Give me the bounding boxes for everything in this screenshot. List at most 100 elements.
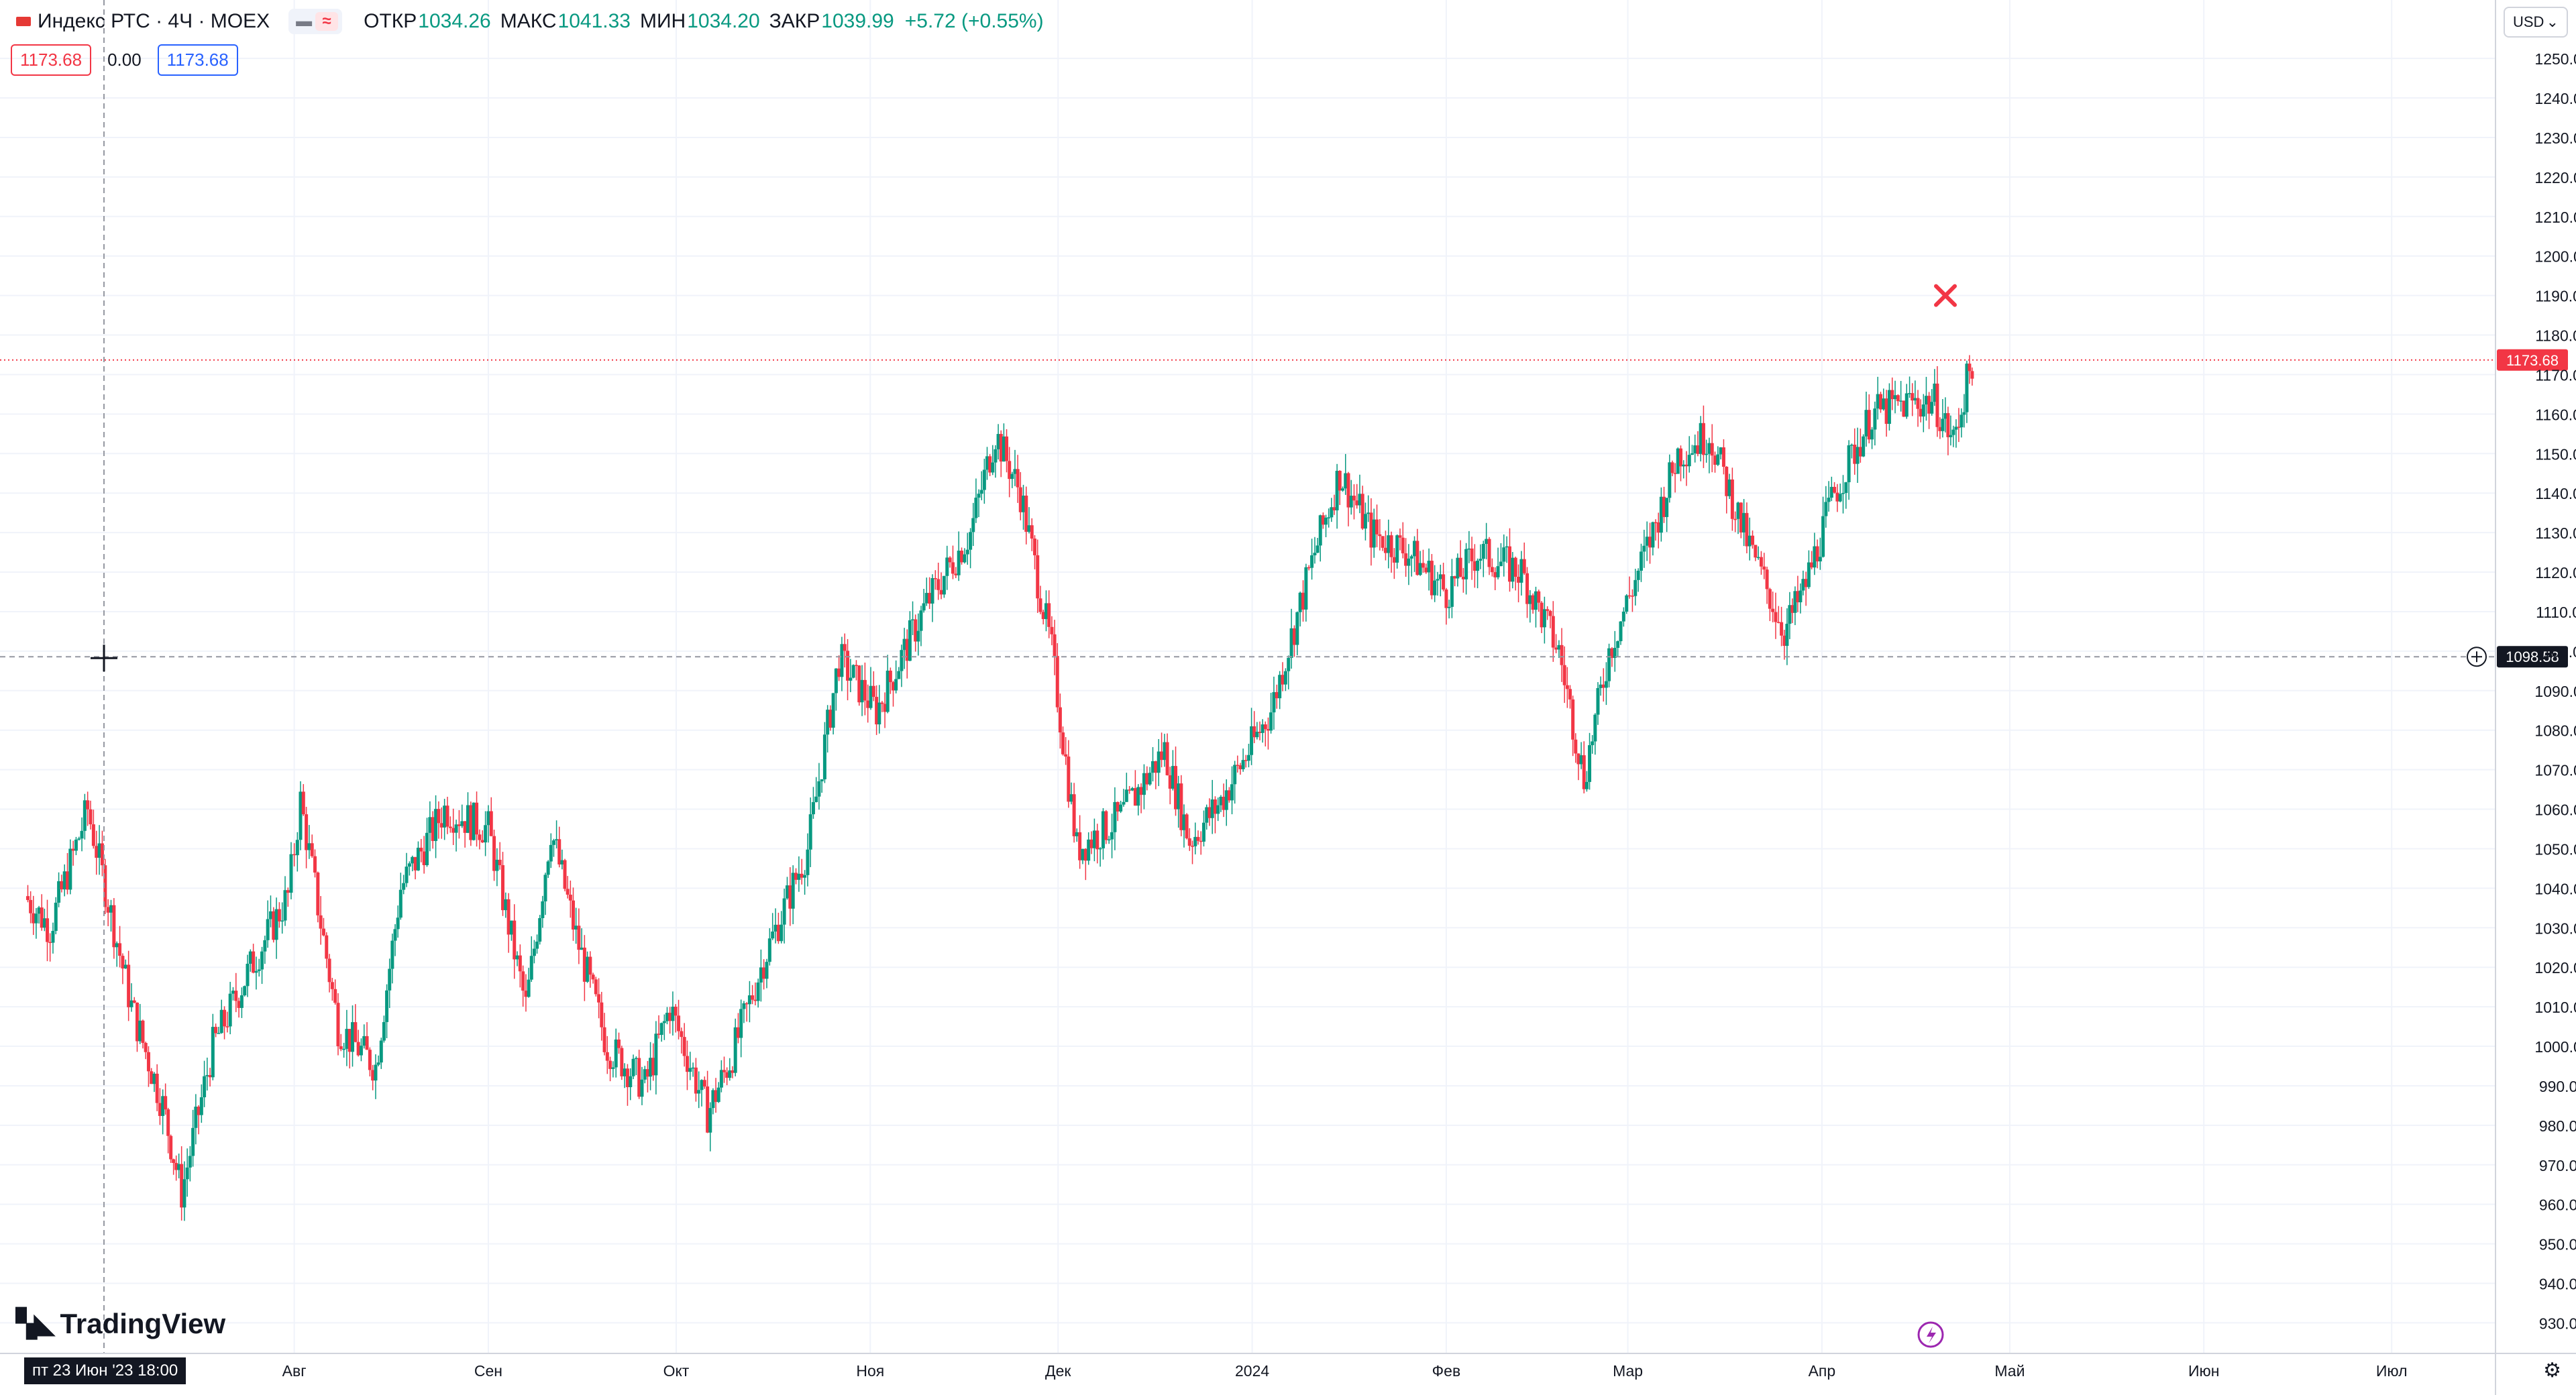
candle-body — [1673, 473, 1677, 474]
candle-body — [1098, 848, 1102, 850]
candle-body — [651, 1058, 655, 1076]
candle-body — [1101, 811, 1105, 848]
candle-body — [668, 1013, 672, 1021]
candle-body — [1053, 634, 1057, 657]
candle-body — [1946, 412, 1950, 437]
candle-body — [1537, 591, 1541, 603]
candle-body — [141, 1020, 145, 1044]
candle-body — [1662, 496, 1666, 517]
candle-body — [351, 1022, 355, 1052]
candle-body — [203, 1076, 207, 1098]
candle-body — [518, 955, 522, 972]
candle-body — [680, 1031, 684, 1038]
candle-body — [1330, 507, 1334, 518]
candle-body — [1511, 557, 1515, 582]
candle-body — [1295, 612, 1299, 645]
candle-body — [794, 873, 798, 880]
candle-body — [266, 919, 270, 940]
candle-body — [146, 1052, 150, 1072]
candle-body — [1754, 545, 1758, 558]
legend-toggle-group[interactable]: ▬ ≈ — [288, 9, 343, 34]
candle-body — [316, 873, 320, 915]
candle-body — [228, 993, 232, 1027]
tradingview-logo[interactable]: ▚◣ TradingView — [16, 1308, 225, 1340]
compare-icon[interactable]: ≈ — [315, 12, 339, 31]
candle-body — [1222, 796, 1226, 810]
currency-select[interactable]: USD ⌄ — [2504, 7, 2568, 38]
candle-body — [751, 995, 755, 1000]
candle-body — [849, 677, 853, 681]
candle-body — [211, 1027, 215, 1078]
candle-body — [1588, 745, 1592, 782]
candle-body — [771, 931, 775, 939]
candle-body — [492, 836, 496, 871]
candle-body — [310, 843, 314, 856]
candle-body — [95, 846, 99, 858]
candle-body — [1534, 591, 1538, 610]
candle-body — [806, 849, 810, 875]
candle-body — [1633, 579, 1638, 596]
candle-body — [1349, 496, 1353, 508]
candle-body — [996, 434, 1000, 449]
candle-body — [808, 814, 812, 850]
candle-body — [174, 1163, 178, 1170]
candle-body — [1616, 641, 1620, 648]
candle-body — [866, 700, 870, 708]
candle-body — [1016, 469, 1020, 488]
candle-body — [1363, 514, 1367, 529]
candle-body — [1078, 832, 1082, 860]
candle-body — [1930, 402, 1934, 414]
candle-body — [1110, 832, 1114, 840]
candle-body — [586, 956, 590, 982]
candle-body — [1941, 418, 1945, 431]
candle-body — [46, 918, 50, 942]
y-tick-label: 1050.00 — [2534, 840, 2576, 858]
candle-body — [1522, 559, 1526, 573]
candle-body — [1968, 364, 1972, 372]
candle-body — [1525, 573, 1529, 604]
candle-body — [1896, 395, 1900, 402]
candle-body — [1456, 557, 1460, 579]
candle-body — [1713, 455, 1717, 465]
candle-body — [1528, 595, 1532, 604]
candle-body — [37, 907, 41, 914]
candle-body — [1690, 453, 1694, 455]
candle-body — [1733, 518, 1737, 520]
candle-body — [911, 619, 915, 620]
candle-body — [1833, 486, 1837, 493]
candle-body — [1196, 836, 1200, 841]
candle-body — [489, 811, 493, 836]
candle-body — [286, 890, 290, 893]
candle-body — [1908, 393, 1912, 394]
sell-button[interactable]: 1173.68 — [11, 44, 92, 76]
candle-body — [1301, 592, 1305, 610]
candle-body — [1519, 559, 1523, 583]
candle-body — [330, 982, 334, 989]
candle-body — [885, 670, 890, 712]
candle-body — [1824, 502, 1828, 516]
candle-body — [1665, 498, 1669, 517]
candle-body — [1136, 787, 1140, 806]
candle-body — [231, 991, 235, 994]
y-tick-label: 960.00 — [2539, 1196, 2576, 1214]
candle-body — [1687, 455, 1691, 467]
candle-body — [1793, 591, 1797, 613]
candle-body — [620, 1048, 624, 1076]
candle-body — [305, 814, 309, 850]
candle-body — [1438, 574, 1442, 579]
candle-body — [883, 704, 887, 712]
candle-body — [1636, 570, 1640, 580]
settings-icon[interactable]: ⚙ — [2543, 1359, 2561, 1382]
candle-body — [1935, 383, 1939, 427]
symbol-title[interactable]: Индекс РТС · 4Ч · MOEX — [38, 10, 270, 32]
candle-body — [313, 856, 317, 873]
candle-body — [121, 956, 125, 969]
candle-body — [549, 844, 553, 862]
candle-body — [1148, 773, 1152, 785]
hide-legend-icon[interactable]: ▬ — [296, 12, 313, 30]
candle-body — [671, 1007, 675, 1021]
candle-body — [1517, 577, 1521, 583]
candle-body — [74, 839, 78, 851]
buy-button[interactable]: 1173.68 — [157, 44, 238, 76]
